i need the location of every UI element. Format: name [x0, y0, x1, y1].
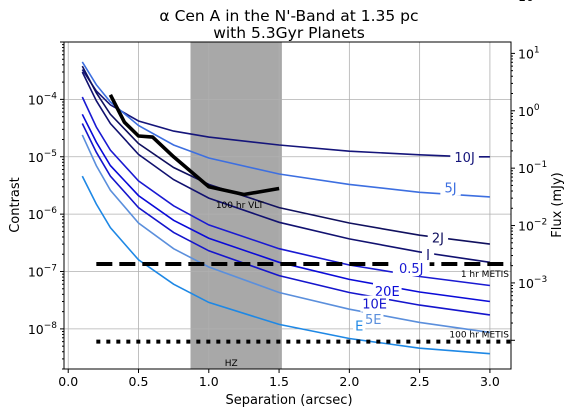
series-label-bg	[373, 282, 402, 299]
series-line	[81, 134, 491, 334]
right-y-tick-label: 102	[518, 0, 540, 4]
series-label-bg	[363, 310, 384, 327]
y-tick-label: 10−7	[28, 264, 57, 280]
right-y-tick-label: 100	[518, 103, 540, 119]
series-label-group: 0.5J	[392, 260, 430, 277]
metis-1hr-label: 1 hr METIS	[461, 270, 509, 280]
series-label-bg	[421, 246, 435, 263]
series-label-group: 5E	[363, 310, 384, 328]
metis-100hr-label: 100 hr METIS	[449, 331, 509, 341]
series-label: 5E	[365, 313, 382, 328]
chart-title: α Cen A in the N'-Band at 1.35 pc	[159, 7, 418, 25]
x-tick-label: 0.0	[58, 374, 78, 389]
series-label: 10E	[362, 298, 387, 313]
series-label-group: 10E	[360, 295, 389, 313]
y-tick-label: 10−5	[28, 149, 57, 165]
series-label: 2J	[432, 231, 444, 246]
series-label-bg	[353, 317, 366, 334]
x-tick-label: 2.5	[410, 374, 430, 389]
x-tick-label: 2.0	[339, 374, 359, 389]
series-label: J	[425, 248, 430, 263]
y-axis-label: Contrast	[8, 177, 23, 233]
chart-subtitle: with 5.3Gyr Planets	[213, 24, 365, 42]
series-label-group: 2J	[427, 229, 449, 246]
habitable-zone-band	[190, 42, 282, 369]
x-axis-label: Separation (arcsec)	[225, 393, 352, 408]
series-label-bg	[392, 260, 430, 277]
series-label-bg	[360, 295, 389, 312]
x-tick-label: 3.0	[480, 374, 500, 389]
series-line	[81, 71, 491, 264]
series-line	[81, 69, 490, 158]
right-y-tick-label: 10−2	[518, 218, 547, 234]
series-label-group: 5J	[440, 179, 461, 197]
x-tick-label: 1.0	[199, 374, 219, 389]
series-label-bg	[440, 179, 461, 196]
series-label-bg	[427, 229, 449, 246]
series-line	[81, 96, 491, 287]
series-label-group: J	[421, 246, 435, 263]
series-label: 10J	[454, 151, 474, 166]
series-line	[81, 175, 490, 355]
curves-group	[81, 61, 511, 355]
right-y-tick-label: 10−3	[518, 275, 547, 291]
series-line	[81, 65, 491, 245]
hz-label: HZ	[225, 359, 238, 369]
series-label: E	[355, 319, 363, 334]
series-label-bg	[450, 148, 479, 165]
series-line	[81, 123, 491, 316]
series-line	[81, 61, 490, 198]
y-tick-label: 10−8	[28, 321, 57, 337]
x-tick-label: 0.5	[129, 374, 149, 389]
vlt-line	[108, 93, 280, 197]
axes-frame	[63, 41, 512, 370]
series-label: 0.5J	[399, 262, 424, 277]
series-label-group: E	[353, 317, 366, 334]
series-label: 5J	[445, 182, 457, 197]
y-tick-label: 10−6	[28, 206, 57, 222]
right-y-tick-label: 10−1	[518, 160, 547, 176]
right-y-axis-label: Flux (mJy)	[550, 172, 565, 238]
series-label-group: 10J	[450, 148, 479, 166]
vlt-label: 100 hr VLT	[216, 201, 264, 211]
right-y-tick-label: 101	[518, 45, 540, 61]
x-tick-label: 1.5	[269, 374, 289, 389]
y-tick-label: 10−4	[28, 91, 57, 107]
